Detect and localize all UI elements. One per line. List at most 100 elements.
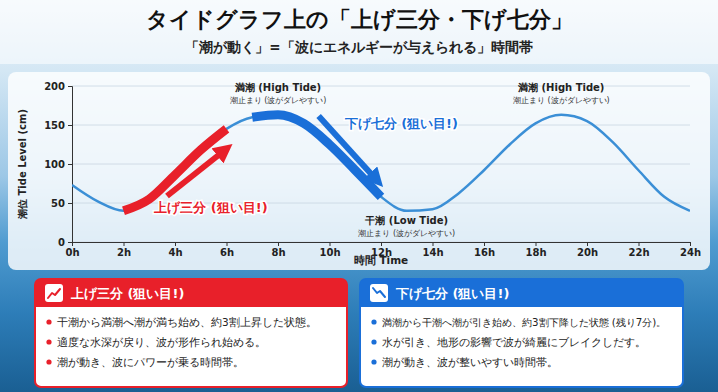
y-tick-label: 0 [58,237,65,248]
bullet-text: 水が引き、地形の影響で波が綺麗にブレイクしだす。 [382,336,646,349]
bullet-text: 干潮から満潮へ潮が満ち始め、約3割上昇した状態。 [57,316,317,328]
grid [72,86,690,242]
highlight-label: 下げ七分 (狙い目!) [344,116,458,131]
panel-icon [373,288,385,297]
event-label: 満潮 (High Tide) [517,82,604,93]
info-panel: 下げ七分 (狙い目!) 満潮から干潮へ潮が引き始め、約3割下降した状態 (残り7分… [360,279,683,387]
x-tick: 8h [271,242,285,258]
bullet-dot [371,339,376,344]
event-label: 干潮 (Low Tide) [364,215,448,226]
y-tick-label: 100 [44,159,65,170]
x-tick-label: 24h [680,247,701,258]
x-tick: 4h [168,242,182,258]
y-tick: 0 [58,237,72,248]
x-tick-label: 16h [474,247,495,258]
chart-panel [8,72,710,270]
event-note: 潮止まり (波がダレやすい) [230,96,327,105]
x-axis-line [73,243,691,247]
x-tick-label: 0h [65,247,79,258]
bullet-dot [371,319,376,324]
x-tick: 24h [680,242,701,258]
event-label: 満潮 (High Tide) [234,82,321,93]
x-tick-label: 4h [168,247,182,258]
y-tick-mark [68,203,72,204]
bullet-dot [371,359,376,364]
x-tick-mark [381,242,382,246]
title-band [0,0,718,64]
x-tick-mark [639,242,640,246]
background [0,0,718,392]
x-tick-mark [690,242,691,246]
bullet-dot [46,359,51,364]
x-tick-label: 18h [525,247,546,258]
x-tick: 2h [117,242,131,258]
plot-area [72,115,690,211]
highlight-segment [124,129,227,211]
info-panel: 上げ三分 (狙い目!) 干潮から満潮へ潮が満ち始め、約3割上昇した状態。適度な水深… [35,279,347,387]
bullet-text: 適度な水深が戻り、波が形作られ始める。 [57,336,266,348]
tide-line [72,115,690,211]
panel-icon [48,289,60,298]
y-tick: 50 [51,198,72,209]
x-tick-mark [484,242,485,246]
grid-line [72,164,690,165]
event-note: 潮止まり (波がダレやすい) [513,96,610,105]
x-tick-label: 10h [319,247,340,258]
bullet-dot [46,339,51,344]
x-tick: 6h [220,242,234,258]
x-tick: 18h [525,242,546,258]
x-tick-mark [433,242,434,246]
x-tick-label: 8h [271,247,285,258]
x-tick: 20h [577,242,598,258]
x-axis-title: 時間 Time [354,254,408,266]
x-tick: 14h [422,242,443,258]
y-axis: 0 50 100 150 200 [44,81,72,248]
x-tick: 10h [319,242,340,258]
panel-title: 上げ三分 (狙い目!) [70,286,184,301]
y-tick-mark [68,125,72,126]
y-axis-title: 潮位 Tide Level (cm) [17,109,28,220]
x-tick-mark [124,242,125,246]
bullet-dot [46,319,51,324]
panel-icon-bg [370,284,388,302]
panel-icon-bg [45,284,63,302]
y-tick: 200 [44,81,72,92]
x-tick-mark [536,242,537,246]
y-tick-mark [68,242,72,243]
panel-header [35,279,347,307]
x-tick-label: 2h [117,247,131,258]
x-tick-label: 14h [422,247,443,258]
x-tick: 22h [628,242,649,258]
panel-title: 下げ七分 (狙い目!) [395,286,509,301]
x-tick: 16h [474,242,495,258]
y-tick-label: 150 [44,120,65,131]
chart-root: タイドグラフ上の「上げ三分・下げ七分」「潮が動く」=「波にエネルギーが与えられる… [0,0,718,392]
x-tick-mark [278,242,279,246]
annotations: 上げ三分 (狙い目!)下げ七分 (狙い目!)満潮 (High Tide)潮止まり… [153,82,609,238]
x-tick-mark [227,242,228,246]
x-tick-label: 6h [220,247,234,258]
x-tick-label: 20h [577,247,598,258]
bullet-text: 潮が動き、波が整いやすい時間帯。 [382,356,558,369]
x-tick-label: 22h [628,247,649,258]
y-tick-label: 200 [44,81,65,92]
panel-header [360,279,683,307]
y-tick-label: 50 [51,198,65,209]
y-tick: 100 [44,159,72,170]
x-tick-mark [330,242,331,246]
y-tick-mark [68,86,72,87]
bullet-text: 潮が動き、波にパワーが乗る時間帯。 [57,356,244,368]
bullet-text: 満潮から干潮へ潮が引き始め、約3割下降した状態 (残り7分)。 [382,316,666,328]
x-tick: 0h [65,242,79,258]
event-note: 潮止まり (波がダレやすい) [358,229,455,238]
y-tick-mark [68,164,72,165]
title: タイドグラフ上の「上げ三分・下げ七分」 [146,7,573,32]
x-tick-mark [587,242,588,246]
y-axis-line [68,87,73,243]
x-tick-mark [175,242,176,246]
highlight-arrow [167,150,225,196]
subtitle: 「潮が動く」=「波にエネルギーが与えられる」時間帯 [185,39,532,55]
y-tick: 150 [44,120,72,131]
panel-box [35,279,347,387]
panel-box [360,279,683,387]
